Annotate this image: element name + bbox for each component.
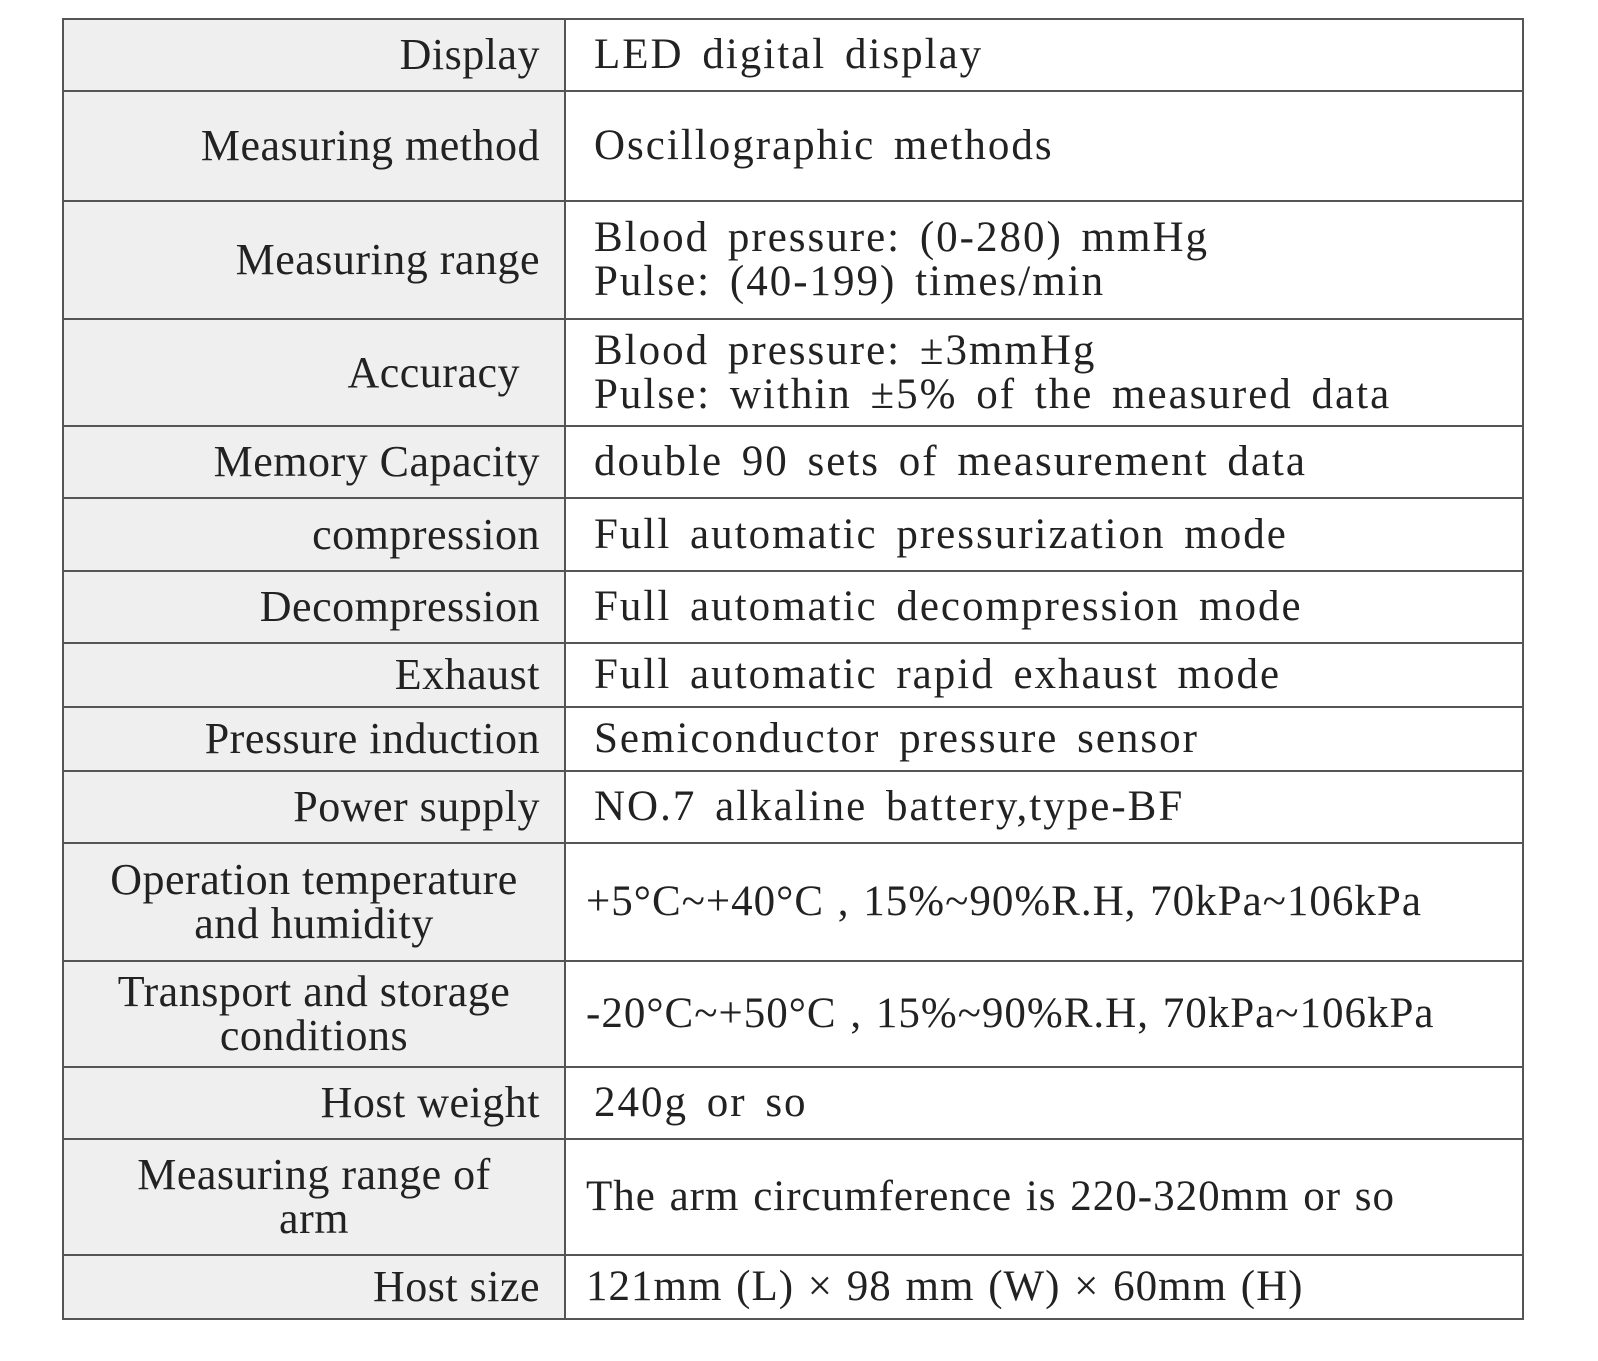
- spec-value-line: Oscillographic methods: [594, 122, 1054, 169]
- table-row: Display LED digital display: [62, 18, 1524, 92]
- spec-label: Display: [62, 18, 566, 92]
- spec-value-line: Pulse: (40-199) times/min: [594, 258, 1106, 305]
- spec-value-line: Full automatic rapid exhaust mode: [594, 651, 1282, 698]
- spec-label-line: compression: [312, 509, 540, 559]
- spec-value: +5°C~+40°C , 15%~90%R.H, 70kPa~106kPa: [564, 842, 1524, 962]
- table-row: Transport and storage conditions -20°C~+50…: [62, 960, 1524, 1068]
- table-row: Exhaust Full automatic rapid exhaust mode: [62, 642, 1524, 708]
- spec-label-line: Display: [399, 30, 540, 79]
- spec-label: Host weight: [62, 1066, 566, 1140]
- spec-label-line: and humidity: [194, 899, 434, 948]
- spec-value: 240g or so: [564, 1066, 1524, 1140]
- table-row: Power supply NO.7 alkaline battery,type-B…: [62, 770, 1524, 844]
- spec-value: The arm circumference is 220-320mm or so: [564, 1138, 1524, 1256]
- spec-label: Exhaust: [62, 642, 566, 708]
- spec-value: 121mm (L) × 98 mm (W) × 60mm (H): [564, 1254, 1524, 1320]
- spec-label-line: Memory Capacity: [213, 437, 540, 486]
- spec-label-line: Exhaust: [394, 650, 540, 699]
- spec-label: Measuring method: [62, 90, 566, 202]
- spec-value: NO.7 alkaline battery,type-BF: [564, 770, 1524, 844]
- spec-value-line: Full automatic pressurization mode: [594, 510, 1288, 558]
- table-row: Accuracy Blood pressure: ±3mmHg Pulse: wit…: [62, 318, 1524, 427]
- spec-value-line: Blood pressure: (0-280) mmHg: [594, 214, 1210, 261]
- spec-label-line: Power supply: [293, 782, 540, 831]
- spec-value-line: Full automatic decompression mode: [594, 583, 1303, 630]
- table-row: Measuring range of arm The arm circumferen…: [62, 1138, 1524, 1256]
- table-row: Memory Capacity double 90 sets of measure…: [62, 425, 1524, 499]
- spec-value-line: LED digital display: [594, 31, 984, 78]
- spec-value: Full automatic rapid exhaust mode: [564, 642, 1524, 708]
- spec-label: Pressure induction: [62, 706, 566, 772]
- spec-label: Power supply: [62, 770, 566, 844]
- spec-value-line: Semiconductor pressure sensor: [594, 715, 1199, 762]
- spec-label: Decompression: [62, 570, 566, 644]
- spec-value: Full automatic pressurization mode: [564, 497, 1524, 572]
- table-row: compression Full automatic pressurization…: [62, 497, 1524, 572]
- spec-label-line: Accuracy: [347, 347, 520, 397]
- spec-value-line: +5°C~+40°C , 15%~90%R.H, 70kPa~106kPa: [586, 878, 1422, 925]
- spec-value: Blood pressure: (0-280) mmHg Pulse: (40-1…: [564, 200, 1524, 320]
- spec-label: Host size: [62, 1254, 566, 1320]
- spec-label-line: Decompression: [259, 582, 540, 631]
- table-row: Pressure induction Semiconductor pressure…: [62, 706, 1524, 772]
- spec-value: Oscillographic methods: [564, 90, 1524, 202]
- spec-value: LED digital display: [564, 18, 1524, 92]
- spec-label-line: Host size: [372, 1262, 540, 1311]
- spec-value-line: Blood pressure: ±3mmHg: [594, 326, 1097, 374]
- spec-value-line: NO.7 alkaline battery,type-BF: [594, 783, 1185, 830]
- spec-value: -20°C~+50°C , 15%~90%R.H, 70kPa~106kPa: [564, 960, 1524, 1068]
- spec-value-line: The arm circumference is 220-320mm or so: [586, 1173, 1396, 1220]
- spec-label: compression: [62, 497, 566, 572]
- spec-label: Measuring range of arm: [62, 1138, 566, 1256]
- spec-value-line: 240g or so: [594, 1079, 808, 1126]
- table-row: Measuring method Oscillographic methods: [62, 90, 1524, 202]
- spec-value-line: 121mm (L) × 98 mm (W) × 60mm (H): [586, 1263, 1304, 1310]
- spec-value-line: double 90 sets of measurement data: [594, 438, 1307, 485]
- spec-label: Transport and storage conditions: [62, 960, 566, 1068]
- spec-label-line: Host weight: [320, 1078, 540, 1127]
- spec-label: Measuring range: [62, 200, 566, 320]
- spec-label-line: arm: [279, 1194, 349, 1243]
- spec-label-line: conditions: [219, 1011, 409, 1060]
- spec-value: Semiconductor pressure sensor: [564, 706, 1524, 772]
- spec-value: Blood pressure: ±3mmHg Pulse: within ±5% …: [564, 318, 1524, 427]
- spec-label-line: Operation temperature: [110, 855, 518, 904]
- spec-table: Display LED digital display Measuring meth…: [62, 18, 1524, 1320]
- table-row: Measuring range Blood pressure: (0-280) m…: [62, 200, 1524, 320]
- spec-label-line: Measuring method: [200, 121, 540, 170]
- table-row: Host weight 240g or so: [62, 1066, 1524, 1140]
- spec-label: Memory Capacity: [62, 425, 566, 499]
- table-row: Host size 121mm (L) × 98 mm (W) × 60mm (H…: [62, 1254, 1524, 1320]
- spec-value-line: -20°C~+50°C , 15%~90%R.H, 70kPa~106kPa: [586, 990, 1435, 1037]
- spec-label: Accuracy: [62, 318, 566, 427]
- table-row: Decompression Full automatic decompressio…: [62, 570, 1524, 644]
- spec-value-line: Pulse: within ±5% of the measured data: [594, 370, 1392, 418]
- spec-label-line: Measuring range of: [137, 1150, 491, 1199]
- spec-label: Operation temperature and humidity: [62, 842, 566, 962]
- spec-label-line: Pressure induction: [204, 714, 540, 763]
- spec-value: Full automatic decompression mode: [564, 570, 1524, 644]
- spec-label-line: Measuring range: [235, 235, 540, 284]
- table-row: Operation temperature and humidity +5°C~+4…: [62, 842, 1524, 962]
- spec-value: double 90 sets of measurement data: [564, 425, 1524, 499]
- spec-label-line: Transport and storage: [117, 967, 511, 1016]
